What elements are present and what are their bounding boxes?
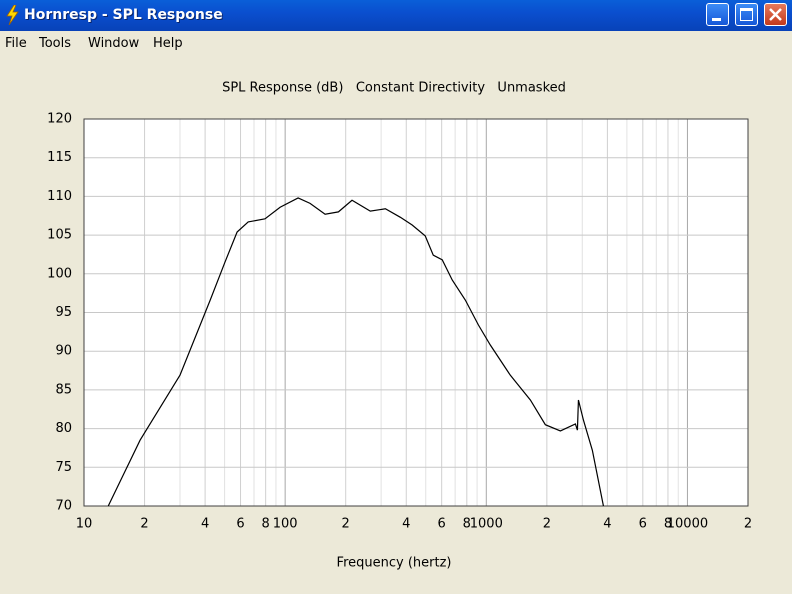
menu-item[interactable]: Tools bbox=[39, 36, 72, 51]
x-tick-label: 4 bbox=[402, 517, 410, 532]
x-tick-label: 2 bbox=[140, 517, 148, 532]
y-tick-label: 100 bbox=[47, 266, 72, 281]
y-tick-label: 105 bbox=[47, 228, 72, 243]
y-tick-label: 95 bbox=[55, 305, 72, 320]
menu-item[interactable]: File bbox=[5, 36, 27, 51]
plot-border bbox=[83, 118, 749, 507]
x-tick-label: 6 bbox=[236, 517, 244, 532]
menu-bar: File Tools Window Help bbox=[0, 31, 792, 56]
chart-title: SPL Response (dB) Constant Directivity U… bbox=[222, 81, 566, 96]
y-tick-label: 110 bbox=[47, 189, 72, 204]
minimize-button[interactable] bbox=[706, 3, 729, 26]
x-tick-label: 6 bbox=[639, 517, 647, 532]
x-tick-label: 4 bbox=[603, 517, 611, 532]
x-tick-label: 10000 bbox=[667, 517, 708, 532]
x-tick-label: 100 bbox=[273, 517, 298, 532]
x-tick-label: 2 bbox=[543, 517, 551, 532]
close-button[interactable] bbox=[764, 3, 787, 26]
x-tick-label: 1000 bbox=[470, 517, 503, 532]
chart: SPL Response (dB) Constant Directivity U… bbox=[47, 81, 752, 571]
window-title: Hornresp - SPL Response bbox=[24, 7, 223, 23]
y-tick-label: 115 bbox=[47, 150, 72, 165]
title-bar: Hornresp - SPL Response bbox=[0, 0, 792, 31]
y-tick-label: 80 bbox=[55, 421, 72, 436]
y-tick-label: 90 bbox=[55, 344, 72, 359]
y-tick-label: 70 bbox=[55, 499, 72, 514]
y-tick-label: 85 bbox=[55, 382, 72, 397]
app-icon bbox=[6, 5, 19, 25]
y-tick-label: 75 bbox=[55, 460, 72, 475]
x-tick-label: 2 bbox=[744, 517, 752, 532]
x-axis-label: Frequency (hertz) bbox=[337, 556, 452, 571]
x-tick-label: 4 bbox=[201, 517, 209, 532]
x-tick-label: 8 bbox=[262, 517, 270, 532]
response-curve bbox=[107, 197, 605, 507]
x-tick-label: 6 bbox=[438, 517, 446, 532]
y-tick-label: 120 bbox=[47, 112, 72, 127]
maximize-button[interactable] bbox=[735, 3, 758, 26]
x-tick-label: 8 bbox=[463, 517, 471, 532]
x-tick-label: 8 bbox=[664, 517, 672, 532]
menu-item[interactable]: Window bbox=[88, 36, 140, 51]
menu-item[interactable]: Help bbox=[153, 36, 183, 51]
x-tick-label: 10 bbox=[76, 517, 93, 532]
x-tick-label: 2 bbox=[342, 517, 350, 532]
